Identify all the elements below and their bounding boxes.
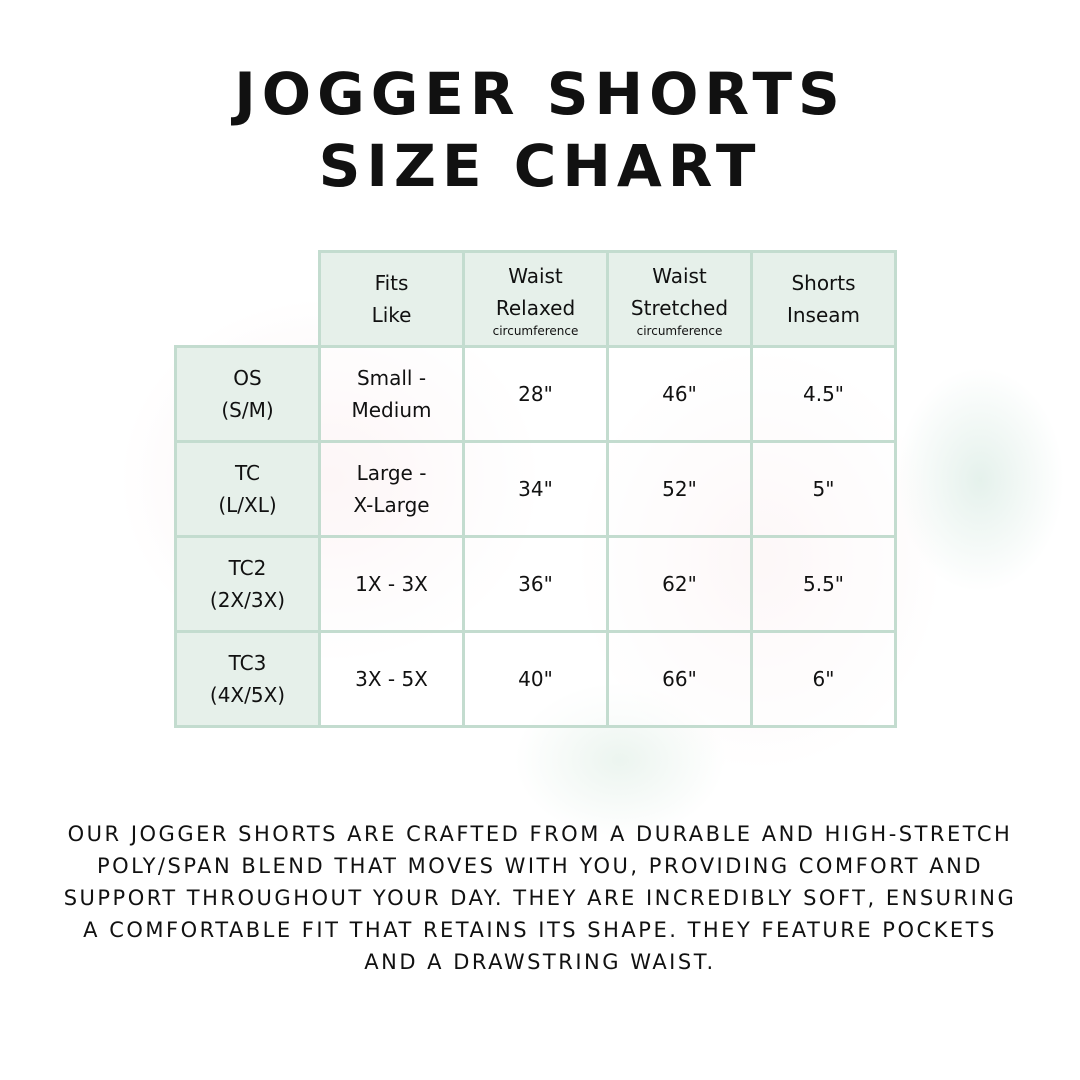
fits-like-cell: Large - X-Large xyxy=(318,440,465,538)
size-cell: TC3 (4X/5X) xyxy=(174,630,321,728)
inseam-cell: 5" xyxy=(750,440,897,538)
header-fits-like: Fits Like xyxy=(318,250,465,348)
waist-relaxed-cell: 34" xyxy=(462,440,609,538)
table-row: OS (S/M) Small - Medium 28" 46" 4.5" xyxy=(174,345,897,443)
inseam-cell: 5.5" xyxy=(750,535,897,633)
fits-like-cell: 1X - 3X xyxy=(318,535,465,633)
table-row: TC2 (2X/3X) 1X - 3X 36" 62" 5.5" xyxy=(174,535,897,633)
corner-cell xyxy=(175,251,321,348)
fits-like-cell: Small - Medium xyxy=(318,345,465,443)
size-cell: TC (L/XL) xyxy=(174,440,321,538)
table-row: TC (L/XL) Large - X-Large 34" 52" 5" xyxy=(174,440,897,538)
title-line-1: JOGGER SHORTS xyxy=(234,60,846,128)
product-description: Our jogger shorts are crafted from a dur… xyxy=(63,822,1017,974)
inseam-cell: 6" xyxy=(750,630,897,728)
header-waist-stretched: Waist Stretched circumference xyxy=(606,250,753,348)
table-row: TC3 (4X/5X) 3X - 5X 40" 66" 6" xyxy=(174,630,897,728)
header-row: Fits Like Waist Relaxed circumference Waist… xyxy=(175,250,897,348)
title-line-2: SIZE CHART xyxy=(318,132,762,200)
header-waist-relaxed: Waist Relaxed circumference xyxy=(462,250,609,348)
waist-stretched-cell: 52" xyxy=(606,440,753,538)
waist-relaxed-cell: 40" xyxy=(462,630,609,728)
fits-like-cell: 3X - 5X xyxy=(318,630,465,728)
inseam-cell: 4.5" xyxy=(750,345,897,443)
waist-stretched-cell: 62" xyxy=(606,535,753,633)
waist-stretched-cell: 66" xyxy=(606,630,753,728)
header-shorts-inseam: Shorts Inseam xyxy=(750,250,897,348)
waist-stretched-cell: 46" xyxy=(606,345,753,443)
size-cell: OS (S/M) xyxy=(174,345,321,443)
page-title: JOGGER SHORTS SIZE CHART xyxy=(0,58,1080,202)
waist-relaxed-cell: 36" xyxy=(462,535,609,633)
size-chart-table: Fits Like Waist Relaxed circumference Waist… xyxy=(174,250,897,728)
size-cell: TC2 (2X/3X) xyxy=(174,535,321,633)
waist-relaxed-cell: 28" xyxy=(462,345,609,443)
